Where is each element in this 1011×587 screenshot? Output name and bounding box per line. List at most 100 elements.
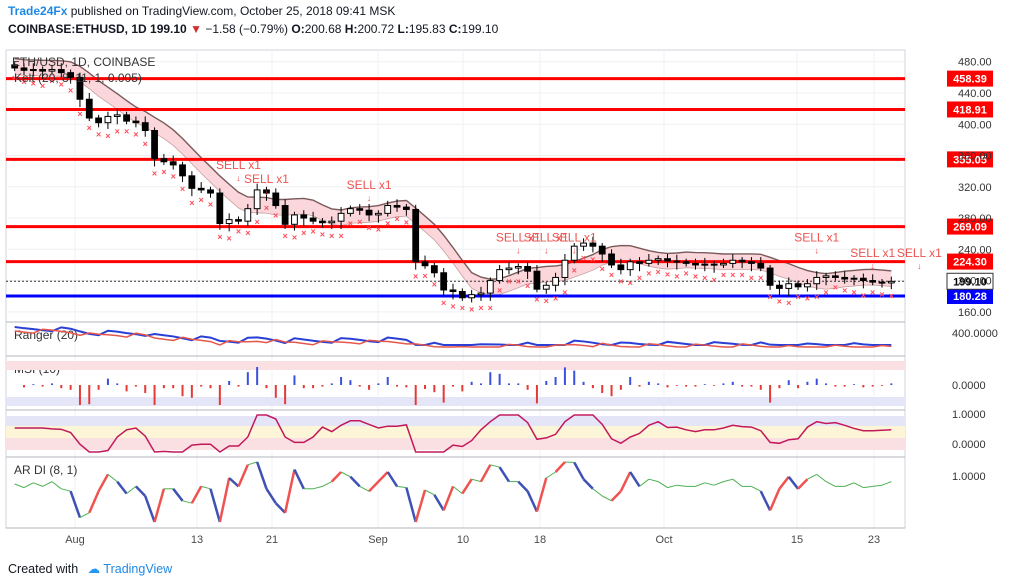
msi-upper-band — [6, 361, 905, 370]
low-label: L: — [397, 22, 409, 36]
ardi-segment — [51, 481, 62, 490]
ardi-segment — [153, 488, 166, 523]
last-price-badge — [946, 272, 994, 290]
candle-body — [412, 208, 420, 263]
created-with-text: Created with — [8, 562, 79, 576]
ardi-segment — [126, 486, 137, 494]
signal-marker: × — [646, 269, 651, 279]
signal-marker: × — [68, 86, 73, 96]
candle-body — [542, 284, 550, 290]
tradingview-link[interactable]: TradingView — [103, 562, 173, 576]
candle-body — [794, 283, 802, 288]
signal-marker: × — [842, 286, 847, 296]
candle-body — [104, 115, 112, 124]
ardi-segment — [554, 461, 566, 473]
signal-marker: × — [534, 294, 539, 304]
ardi-segment — [116, 480, 128, 495]
signal-marker: × — [544, 296, 549, 306]
signal-marker: × — [329, 231, 334, 241]
ardi-segment — [639, 478, 650, 487]
sell-arrow-icon: ↓ — [814, 245, 819, 255]
ardi-segment — [359, 485, 370, 492]
candle-body — [533, 270, 541, 290]
ardi-segment — [61, 488, 71, 492]
candlesticks: × × × × × × × × × × × × × × × × × × × × × × × × × × × × × × × × × × × × × × × ×… — [11, 61, 895, 314]
ardi-segment — [293, 469, 305, 490]
ardi-segment — [778, 476, 790, 490]
candle-body — [841, 276, 849, 280]
candle-body — [813, 276, 821, 285]
signal-marker: × — [208, 200, 213, 210]
ardi-segment — [442, 485, 455, 511]
candle-body — [337, 212, 345, 222]
candle-body — [729, 259, 737, 264]
ardi-segment — [340, 471, 351, 478]
signal-marker: × — [115, 126, 120, 136]
candle-body — [505, 267, 513, 271]
chart-title: ETH/USD, 1D, COINBASE — [12, 55, 155, 69]
signal-marker: × — [12, 73, 17, 83]
signal-marker: × — [49, 76, 54, 86]
ardi-segment — [844, 482, 855, 487]
signal-marker: × — [749, 273, 754, 283]
signal-marker: × — [394, 214, 399, 224]
y-tick-label: 400.00 — [958, 119, 992, 131]
signal-marker: × — [152, 168, 157, 178]
author-name[interactable]: Trade24Fx — [8, 4, 68, 18]
keltner-channel — [14, 57, 892, 296]
candle-body — [402, 206, 410, 210]
ardi-segment — [751, 485, 761, 492]
sell-label: SELL x1 — [244, 172, 289, 186]
candle-body — [384, 205, 392, 214]
ardi-segment — [881, 481, 892, 486]
candle-body — [141, 122, 149, 132]
candle-body — [291, 214, 298, 225]
signal-marker: × — [105, 131, 110, 141]
ardi-segment — [377, 471, 389, 483]
candle-body — [664, 258, 671, 262]
level-badge-label: 355.05 — [953, 154, 987, 166]
ardi-segment — [592, 488, 603, 497]
signal-marker: × — [572, 265, 577, 275]
ardi-segment — [79, 512, 90, 519]
symbol-label: COINBASE:ETHUSD, 1D — [8, 22, 147, 36]
level-badge — [947, 70, 993, 87]
ardi-segment — [704, 482, 715, 486]
signal-marker: × — [702, 273, 707, 283]
candle-body — [430, 265, 438, 274]
signal-marker: × — [516, 276, 521, 286]
candle-body — [561, 259, 569, 278]
candle-body — [216, 192, 224, 225]
signal-marker: × — [273, 211, 278, 221]
y-tick-label: 440.00 — [958, 88, 992, 100]
candle-body — [179, 164, 186, 177]
signal-marker: × — [282, 231, 287, 241]
level-badge — [947, 151, 993, 168]
candle-body — [281, 205, 289, 225]
signal-marker: × — [833, 283, 838, 293]
signal-marker: × — [814, 292, 819, 302]
footer: Created with ☁ TradingView — [8, 561, 172, 576]
signal-marker: × — [404, 218, 409, 228]
candle-body — [11, 64, 19, 69]
candle-body — [235, 219, 242, 222]
candle-body — [720, 262, 727, 266]
ardi-segment — [452, 486, 463, 494]
candle-body — [225, 219, 233, 225]
high-label: H: — [344, 22, 358, 36]
level-badge-label: 418.91 — [953, 104, 987, 116]
candle-body — [570, 245, 578, 261]
signal-marker: × — [432, 279, 437, 289]
signal-marker: × — [739, 270, 744, 280]
signal-marker: × — [180, 184, 185, 194]
candle-body — [207, 189, 214, 194]
signal-marker: × — [245, 228, 250, 238]
ardi-segment — [667, 484, 677, 489]
ardi-segment — [424, 489, 435, 496]
signal-marker: × — [823, 287, 828, 297]
ardi-segment — [228, 477, 240, 488]
candle-body — [449, 289, 457, 293]
msi-tick: 0.0000 — [952, 380, 986, 392]
signal-marker: × — [656, 267, 661, 277]
